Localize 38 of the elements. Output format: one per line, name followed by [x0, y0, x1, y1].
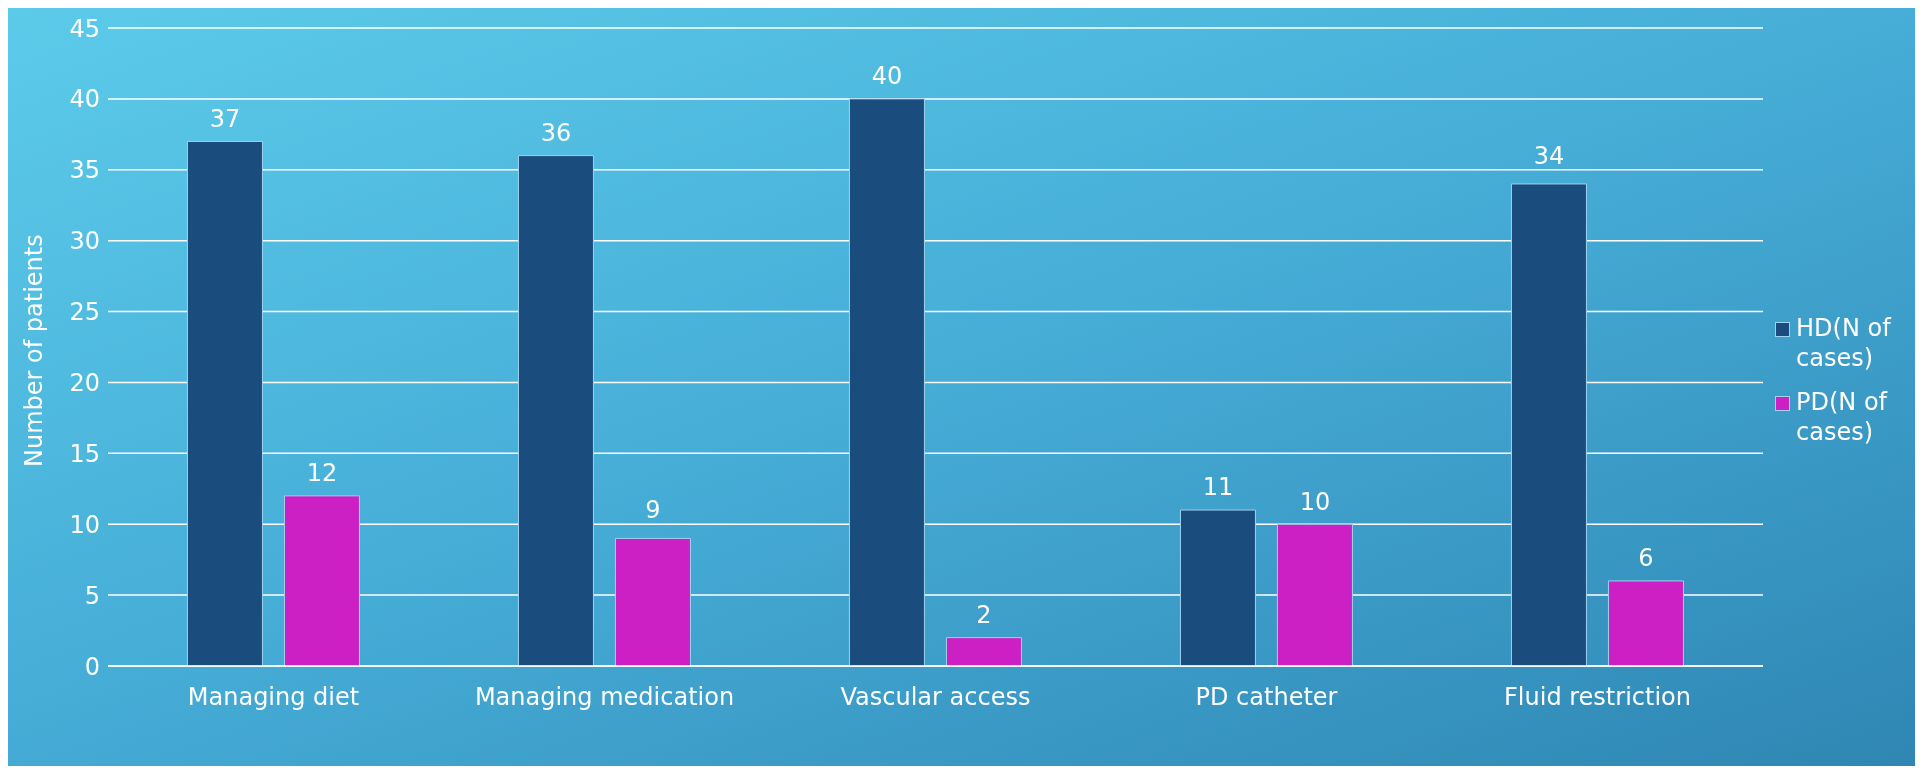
bar — [283, 495, 360, 666]
x-tick-label: Managing medication — [474, 683, 735, 712]
y-tick-label: 30 — [69, 227, 100, 256]
bar — [945, 637, 1022, 666]
legend-label: PD(N of cases) — [1796, 387, 1889, 447]
x-tick-label: Fluid restriction — [1504, 683, 1691, 712]
bar — [614, 537, 691, 666]
y-tick-label: 45 — [69, 14, 100, 43]
bar — [848, 98, 925, 666]
y-tick-label: 0 — [84, 652, 100, 681]
bar — [1276, 523, 1353, 666]
bar — [517, 155, 594, 666]
y-tick-label: 35 — [69, 156, 100, 185]
bar — [1510, 183, 1587, 666]
data-label: 40 — [871, 62, 903, 91]
y-tick-label: 5 — [84, 581, 100, 610]
y-tick-label: 20 — [69, 368, 100, 397]
bar — [186, 140, 263, 666]
data-label: 36 — [540, 118, 572, 147]
legend-label: HD(N of cases) — [1796, 313, 1893, 373]
data-label: 9 — [645, 496, 661, 525]
y-tick-label: 25 — [69, 298, 100, 327]
y-tick-label: 10 — [69, 510, 100, 539]
data-label: 2 — [976, 600, 992, 629]
y-axis-title: Number of patients — [19, 234, 48, 467]
bar — [1607, 580, 1684, 666]
x-tick-label: Managing diet — [187, 683, 360, 712]
data-label: 12 — [306, 459, 338, 488]
data-label: 11 — [1202, 473, 1234, 502]
data-label: 37 — [209, 104, 241, 133]
bar — [1179, 509, 1256, 666]
x-tick-label: PD catheter — [1195, 683, 1338, 712]
y-tick-label: 40 — [69, 85, 100, 114]
data-label: 34 — [1533, 141, 1565, 170]
data-label: 10 — [1299, 487, 1331, 516]
data-label: 6 — [1638, 544, 1654, 573]
y-tick-label: 15 — [69, 439, 100, 468]
x-tick-label: Vascular access — [840, 683, 1031, 712]
